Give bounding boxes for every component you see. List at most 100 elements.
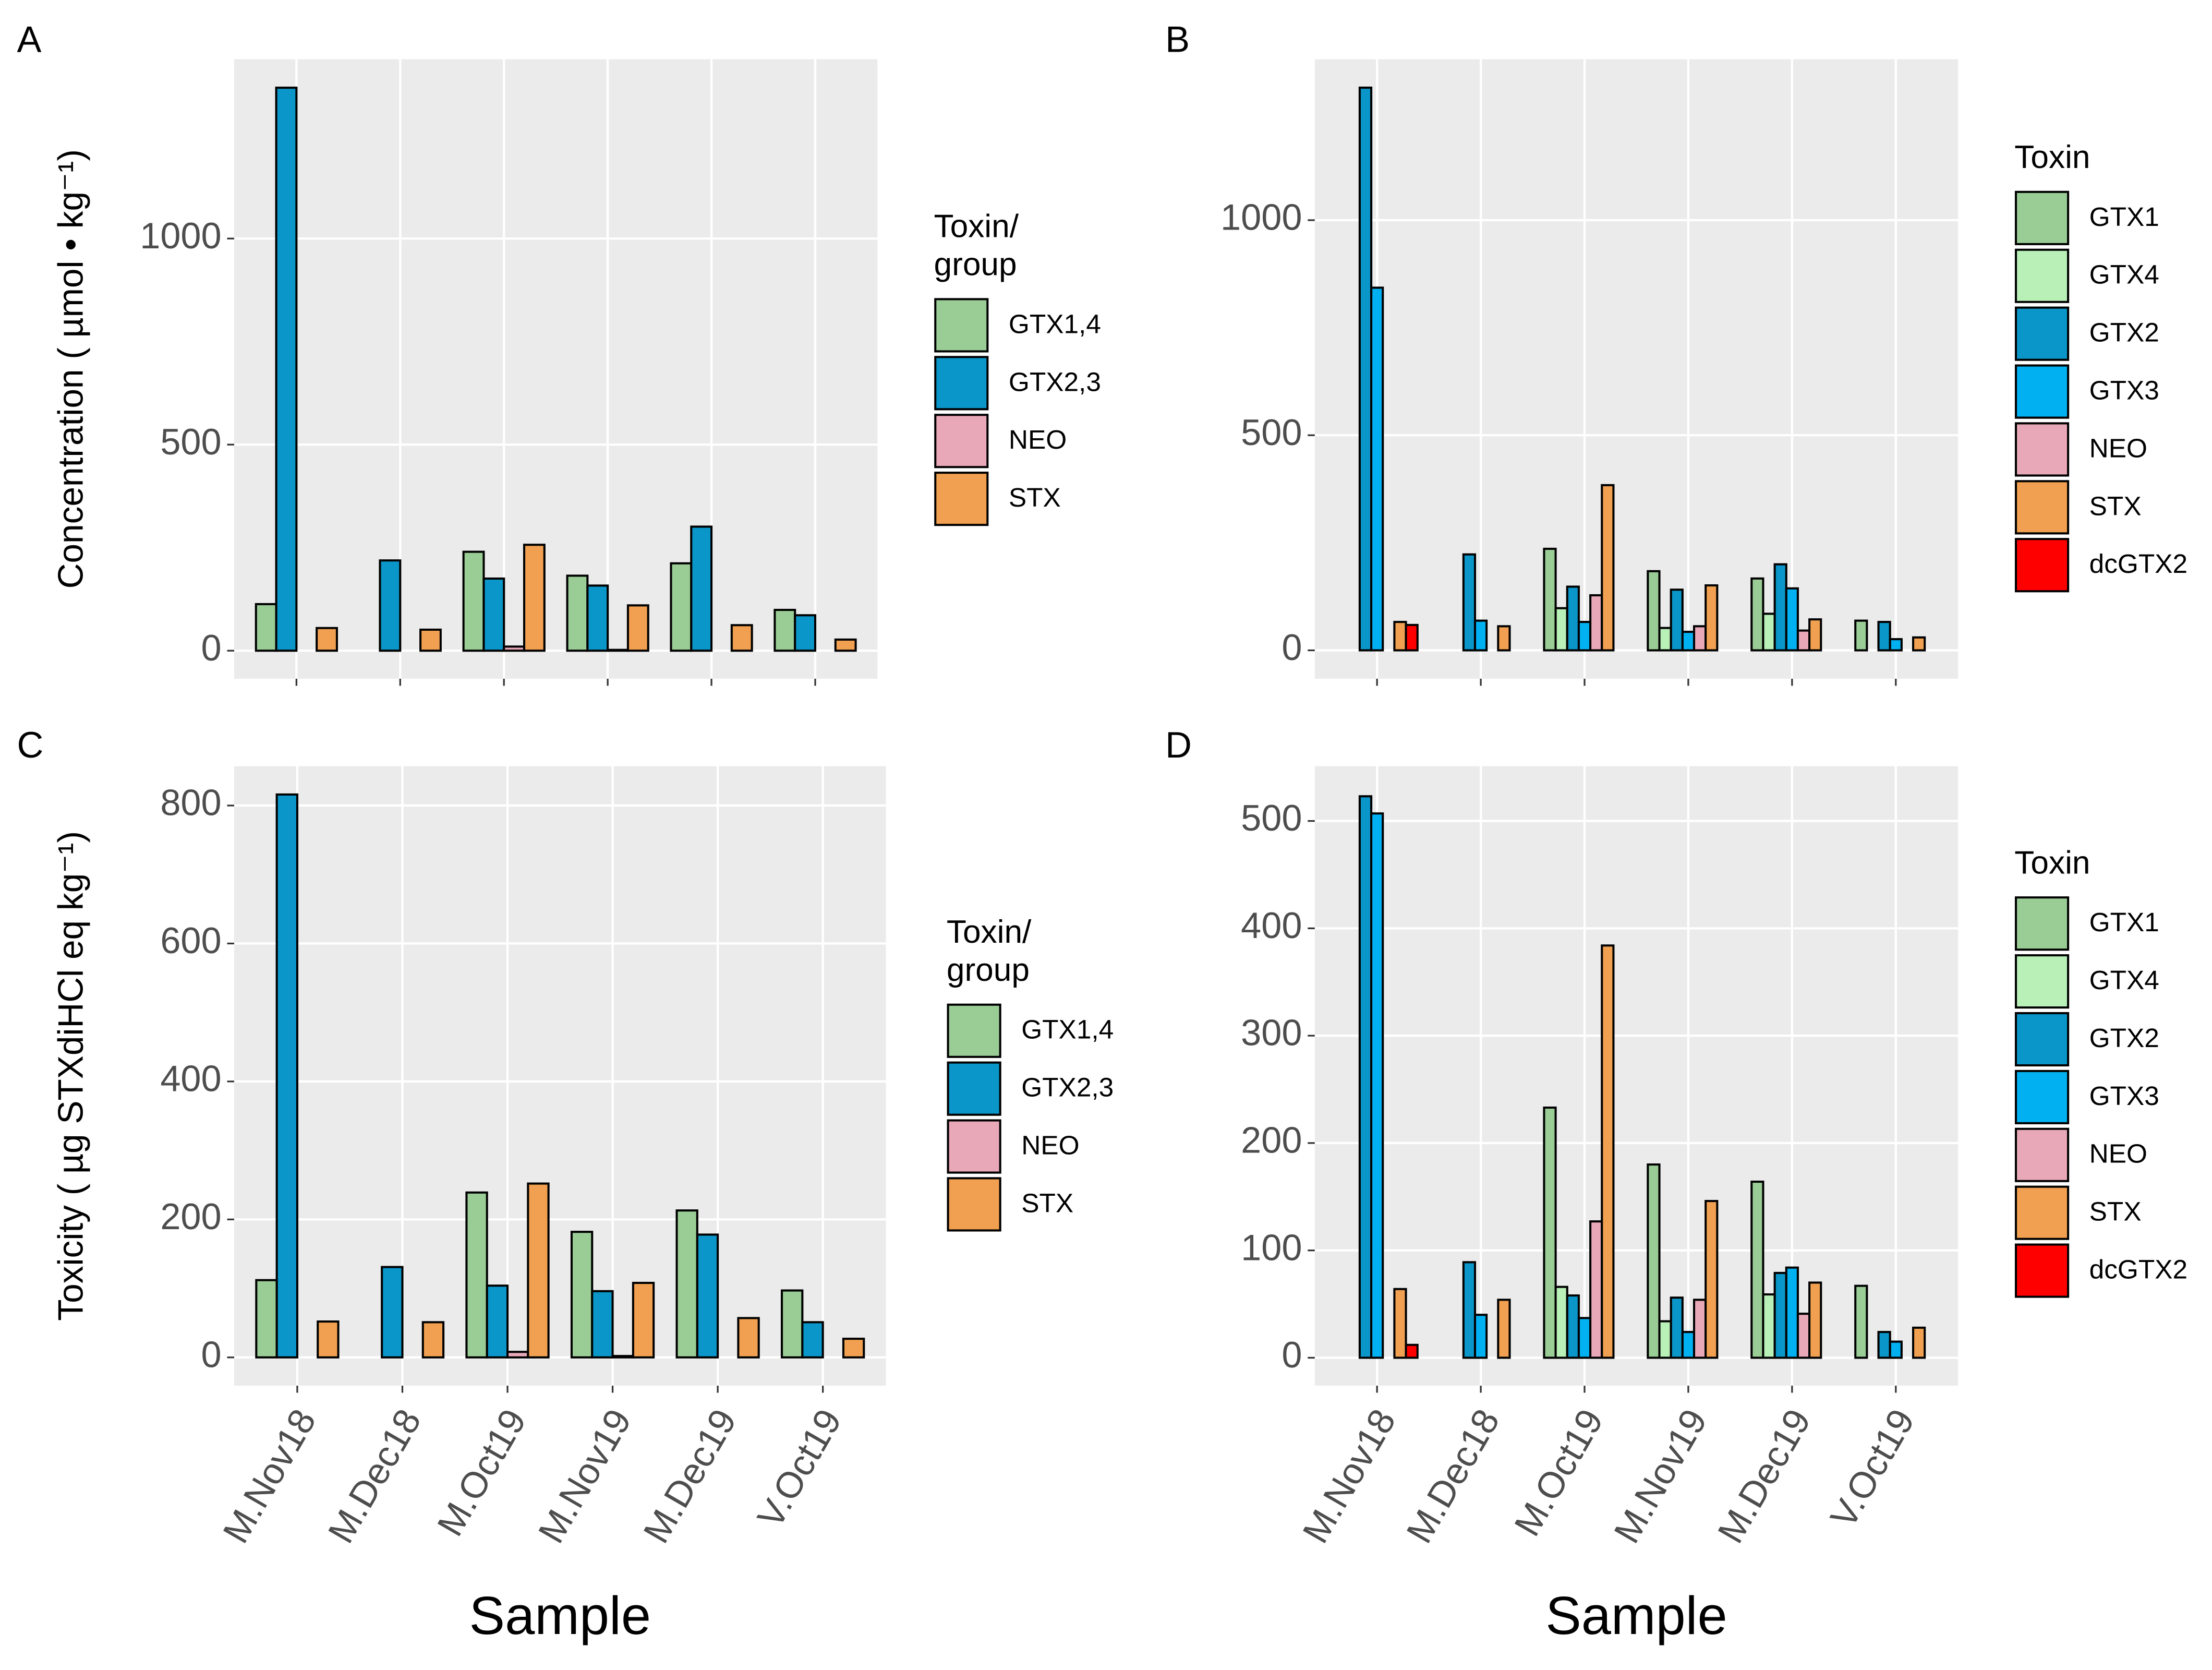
y-tick-label: 200 bbox=[160, 1196, 221, 1237]
bar bbox=[794, 614, 817, 652]
legend-title: Toxin/ bbox=[934, 209, 1019, 245]
bar bbox=[1589, 594, 1603, 652]
legend-key bbox=[2014, 1185, 2070, 1240]
plot-background bbox=[234, 766, 886, 1386]
bar bbox=[1773, 1271, 1787, 1359]
bar bbox=[1681, 631, 1696, 652]
bar bbox=[1705, 584, 1719, 652]
bar bbox=[465, 1191, 488, 1359]
bar bbox=[834, 638, 857, 652]
bar bbox=[1462, 1261, 1477, 1359]
legend-label: GTX2,3 bbox=[1009, 366, 1101, 397]
y-tick-label: 1000 bbox=[1220, 197, 1302, 238]
y-tick-label: 0 bbox=[201, 627, 222, 668]
bar bbox=[632, 1281, 655, 1359]
bar bbox=[1497, 1299, 1511, 1359]
y-tick-label: 400 bbox=[160, 1058, 221, 1099]
legend-label: GTX1 bbox=[2089, 907, 2159, 937]
bar bbox=[1370, 812, 1384, 1359]
x-tick-label: M.Nov18 bbox=[1295, 1402, 1404, 1549]
legend-key bbox=[947, 1177, 1001, 1232]
legend-label: STX bbox=[1009, 482, 1061, 512]
bar bbox=[1543, 1107, 1557, 1359]
bar bbox=[1854, 1284, 1868, 1359]
bar bbox=[1912, 1326, 1926, 1359]
bar bbox=[1681, 1331, 1696, 1359]
bar bbox=[317, 1320, 340, 1359]
legend-label: NEO bbox=[1021, 1130, 1079, 1160]
bar bbox=[255, 1279, 278, 1359]
legend-key bbox=[947, 1061, 1001, 1116]
x-axis-title: Sample bbox=[469, 1585, 651, 1645]
bar bbox=[773, 608, 796, 652]
bar bbox=[1647, 1163, 1661, 1359]
bar bbox=[1358, 795, 1373, 1359]
bar bbox=[1566, 585, 1580, 652]
y-tick-label: 0 bbox=[201, 1333, 222, 1375]
y-tick-label: 400 bbox=[1241, 905, 1302, 946]
bar bbox=[1785, 587, 1799, 652]
y-tick-label: 500 bbox=[1241, 797, 1302, 838]
y-axis-title: Toxicity ( µg STXdiHCl eq kg⁻¹) bbox=[52, 831, 91, 1321]
bar bbox=[255, 603, 277, 652]
legend-key bbox=[947, 1119, 1001, 1174]
legend-label: GTX2 bbox=[2089, 1023, 2159, 1053]
bar bbox=[1601, 944, 1615, 1359]
x-tick-label: V.Oct19 bbox=[1822, 1402, 1922, 1534]
bar bbox=[1554, 1285, 1568, 1359]
bar bbox=[1393, 621, 1407, 652]
legend-label: dcGTX2 bbox=[2089, 548, 2187, 579]
legend-key bbox=[934, 298, 989, 353]
bar bbox=[316, 627, 338, 652]
bar bbox=[1393, 1288, 1407, 1359]
legend-key bbox=[2014, 480, 2070, 535]
legend-key bbox=[2014, 306, 2070, 361]
legend-title: Toxin/ bbox=[947, 914, 1032, 950]
plot-background bbox=[1314, 766, 1959, 1386]
x-tick-label: M.Nov18 bbox=[215, 1402, 324, 1549]
legend-key bbox=[2014, 190, 2070, 245]
bar bbox=[462, 550, 485, 652]
legend-label: dcGTX2 bbox=[2089, 1254, 2187, 1284]
bar bbox=[381, 1266, 404, 1359]
plot-background bbox=[1314, 59, 1959, 679]
bar bbox=[1670, 588, 1684, 652]
bar bbox=[1462, 553, 1477, 652]
bar bbox=[1808, 1281, 1822, 1359]
x-tick-label: M.Nov19 bbox=[1606, 1402, 1715, 1549]
legend-key bbox=[2014, 1070, 2070, 1124]
bar bbox=[1554, 607, 1568, 652]
y-tick-label: 600 bbox=[160, 920, 221, 961]
legend-label: STX bbox=[2089, 1196, 2142, 1227]
x-tick-label: M.Dec19 bbox=[1709, 1402, 1818, 1549]
legend-label: NEO bbox=[2089, 432, 2147, 463]
legend-title: Toxin bbox=[2014, 139, 2090, 175]
legend-key bbox=[2014, 364, 2070, 419]
legend-label: GTX3 bbox=[2089, 375, 2159, 405]
plot-background bbox=[234, 59, 878, 679]
legend-label: GTX1,4 bbox=[1009, 308, 1101, 339]
bar bbox=[1670, 1296, 1684, 1359]
bar bbox=[482, 577, 505, 652]
y-tick-label: 0 bbox=[1282, 627, 1302, 668]
bar bbox=[1589, 1220, 1603, 1359]
bar bbox=[1543, 547, 1557, 652]
bar bbox=[1577, 621, 1592, 652]
legend-key bbox=[2014, 1243, 2070, 1298]
legend-key bbox=[2014, 1127, 2070, 1182]
legend-label: GTX3 bbox=[2089, 1080, 2159, 1111]
bar bbox=[275, 87, 298, 652]
bar bbox=[1370, 286, 1384, 652]
x-axis-title: Sample bbox=[1545, 1585, 1727, 1645]
bar bbox=[1796, 629, 1811, 652]
legend-label: NEO bbox=[2089, 1138, 2147, 1169]
bar bbox=[690, 525, 713, 652]
bar bbox=[1912, 636, 1926, 652]
y-tick-label: 500 bbox=[160, 421, 221, 462]
bar bbox=[1693, 625, 1707, 652]
bar bbox=[421, 1321, 445, 1359]
bar bbox=[696, 1233, 719, 1359]
x-tick-label: V.Oct19 bbox=[749, 1402, 849, 1534]
